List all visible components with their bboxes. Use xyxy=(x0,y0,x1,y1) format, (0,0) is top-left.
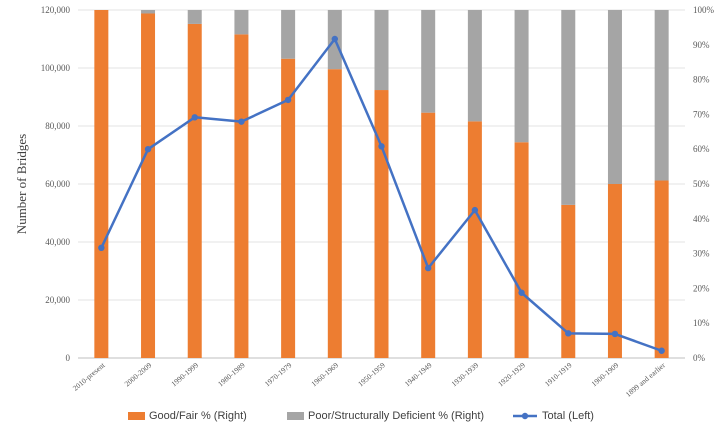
category-label: 1900-1909 xyxy=(590,360,621,388)
category-axis-labels: 2010-present 2000-2009 1990-1999 1980-1989 1… xyxy=(71,360,667,399)
bar-poor-deficient xyxy=(421,10,436,113)
total-point xyxy=(565,330,572,337)
left-tick-label: 0 xyxy=(66,353,71,363)
right-tick-label: 0% xyxy=(693,353,706,363)
left-tick-label: 100,000 xyxy=(41,63,71,73)
total-point xyxy=(611,330,619,338)
right-tick-label: 60% xyxy=(693,144,710,154)
bar-poor-deficient xyxy=(281,10,296,59)
left-tick-label: 60,000 xyxy=(45,179,70,189)
bar-poor-deficient xyxy=(467,10,482,122)
y-axis-title: Number of Bridges xyxy=(14,134,29,234)
bar-good-fair xyxy=(374,90,389,358)
right-tick-label: 30% xyxy=(693,249,710,259)
legend-swatch xyxy=(287,412,304,420)
bar-poor-deficient xyxy=(234,10,249,35)
bar-poor-deficient xyxy=(607,10,622,184)
category-label: 1930-1939 xyxy=(449,360,480,388)
legend-label: Good/Fair % (Right) xyxy=(149,410,247,422)
total-point xyxy=(284,96,292,104)
total-point xyxy=(471,206,479,214)
bar-poor-deficient xyxy=(561,10,576,205)
right-tick-label: 40% xyxy=(693,214,710,224)
total-point xyxy=(378,143,385,150)
total-line-series xyxy=(98,35,665,354)
right-tick-label: 20% xyxy=(693,283,710,293)
bar-good-fair xyxy=(607,184,622,358)
category-label: 1990-1999 xyxy=(169,360,200,388)
left-tick-label: 20,000 xyxy=(45,295,70,305)
bar-poor-deficient xyxy=(374,10,389,91)
legend-label: Total (Left) xyxy=(542,410,594,422)
legend-label: Poor/Structurally Deficient % (Right) xyxy=(308,410,484,422)
category-label: 1920-1929 xyxy=(496,360,527,388)
right-tick-label: 50% xyxy=(693,179,710,189)
bar-poor-deficient xyxy=(654,10,669,181)
total-point xyxy=(658,347,665,354)
legend: Good/Fair % (Right) Poor/Structurally Def… xyxy=(128,410,594,422)
bar-poor-deficient xyxy=(514,10,529,143)
category-label: 2000-2009 xyxy=(123,360,154,388)
bar-good-fair xyxy=(234,34,249,359)
bar-good-fair xyxy=(187,23,202,358)
category-label: 1910-1919 xyxy=(543,360,574,388)
bar-series xyxy=(94,10,669,359)
total-point xyxy=(518,289,525,296)
legend-marker xyxy=(521,412,529,420)
category-label: 1940-1949 xyxy=(403,360,434,388)
bar-good-fair xyxy=(421,112,436,358)
category-label: 1950-1959 xyxy=(356,360,387,388)
bar-good-fair xyxy=(654,180,669,358)
bar-good-fair xyxy=(281,58,296,358)
category-label: 1980-1989 xyxy=(216,360,247,388)
legend-swatch xyxy=(128,412,145,420)
bar-good-fair xyxy=(467,121,482,358)
left-axis-ticks: 0 20,000 40,000 60,000 80,000 100,000 120,000 xyxy=(41,5,71,363)
left-tick-label: 120,000 xyxy=(41,5,71,15)
total-point xyxy=(144,146,152,153)
bar-good-fair xyxy=(94,10,109,358)
category-label: 1899 and earlier xyxy=(624,360,667,399)
bar-good-fair xyxy=(327,69,342,358)
total-point xyxy=(238,118,245,125)
right-tick-label: 100% xyxy=(693,5,715,15)
right-tick-label: 90% xyxy=(693,40,710,50)
total-point xyxy=(191,114,198,121)
bar-good-fair xyxy=(141,13,156,358)
left-tick-label: 40,000 xyxy=(45,237,70,247)
bar-poor-deficient xyxy=(141,10,156,14)
bar-poor-deficient xyxy=(187,10,202,24)
right-axis-ticks: 0% 10% 20% 30% 40% 50% 60% 70% 80% 90% 100% xyxy=(693,5,715,363)
category-label: 1970-1979 xyxy=(263,360,294,388)
total-point xyxy=(98,244,105,251)
total-point xyxy=(331,35,339,43)
category-label: 2010-present xyxy=(71,360,107,393)
right-tick-label: 70% xyxy=(693,109,710,119)
right-tick-label: 10% xyxy=(693,318,710,328)
bar-good-fair xyxy=(514,142,529,358)
left-tick-label: 80,000 xyxy=(45,121,70,131)
category-label: 1960-1969 xyxy=(309,360,340,388)
total-point xyxy=(424,264,432,272)
right-tick-label: 80% xyxy=(693,75,710,85)
bar-good-fair xyxy=(561,204,576,358)
